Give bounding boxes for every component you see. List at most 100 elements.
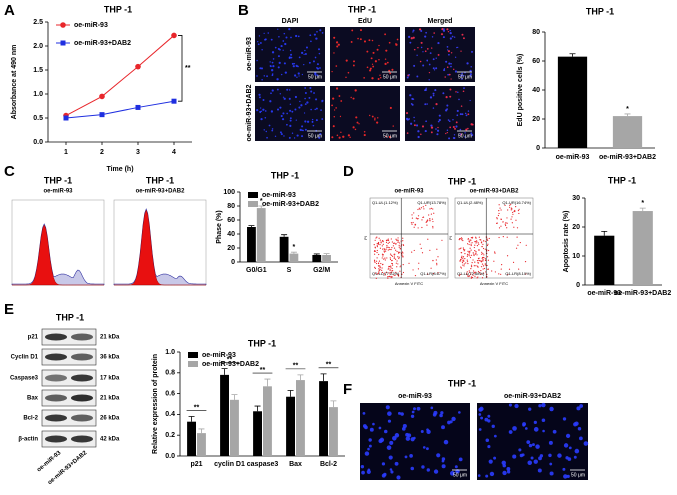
event <box>461 258 463 260</box>
cell <box>372 65 375 68</box>
cell <box>304 87 307 89</box>
cell <box>528 443 533 448</box>
scatter-group: oe-miR-93 <box>394 189 424 195</box>
blot-band <box>71 435 93 443</box>
event <box>436 262 438 264</box>
cell <box>533 459 538 464</box>
cell <box>412 407 416 411</box>
event <box>417 227 419 229</box>
significance-label: * <box>293 244 296 251</box>
event <box>483 254 485 256</box>
cell <box>383 429 388 434</box>
event <box>382 241 384 243</box>
event <box>402 255 404 257</box>
event <box>479 239 481 241</box>
cell <box>364 425 368 430</box>
cell <box>317 48 321 51</box>
cell <box>432 92 435 95</box>
event <box>373 244 375 246</box>
event <box>480 269 482 272</box>
panel-letter: D <box>343 163 354 180</box>
cell <box>286 112 288 115</box>
cell <box>455 125 458 128</box>
event <box>476 277 478 279</box>
cell <box>260 118 263 121</box>
event <box>463 260 465 262</box>
event <box>519 241 521 244</box>
cell <box>336 45 339 48</box>
error-bar <box>297 374 304 381</box>
cell <box>291 132 294 134</box>
quadrant-label: Q1-UL(2.48%) <box>457 200 483 205</box>
event <box>510 203 512 205</box>
cell <box>458 98 460 101</box>
event <box>507 209 509 211</box>
x-tick-label: Bcl-2 <box>320 461 337 468</box>
quadrant-label: Q1-LR(8.67%) <box>420 271 446 276</box>
y-tick-label: 2.5 <box>33 19 43 26</box>
cell <box>563 474 568 479</box>
cell <box>332 97 335 100</box>
cell <box>485 438 490 443</box>
marker <box>60 22 66 28</box>
event <box>460 247 462 249</box>
error-bar <box>198 428 205 434</box>
event <box>397 241 399 244</box>
event <box>475 236 477 238</box>
event <box>496 218 498 220</box>
event <box>375 262 378 265</box>
event <box>391 259 393 262</box>
y-tick-label: 80 <box>532 29 540 36</box>
event <box>480 266 483 268</box>
event <box>374 247 376 249</box>
cell <box>372 51 375 54</box>
cell <box>288 56 291 59</box>
event <box>482 247 485 250</box>
cell <box>404 455 408 459</box>
event <box>506 255 509 257</box>
cell <box>369 114 371 117</box>
cell <box>422 64 425 67</box>
event <box>391 264 394 266</box>
cell <box>293 74 297 77</box>
event <box>395 243 397 245</box>
cell <box>455 91 457 93</box>
event <box>387 277 389 279</box>
event <box>381 264 384 266</box>
cell <box>487 414 491 418</box>
bar <box>612 116 643 148</box>
cell <box>426 429 431 434</box>
event <box>518 268 520 270</box>
event <box>500 225 502 227</box>
cell <box>257 43 260 46</box>
micrograph <box>405 27 475 82</box>
column-label: oe-miR-93 <box>398 393 432 400</box>
event <box>420 207 423 209</box>
cell <box>331 104 333 107</box>
event <box>481 251 483 253</box>
event <box>413 249 415 252</box>
blot-band <box>45 394 67 402</box>
panel-letter: C <box>4 163 15 180</box>
cell <box>454 70 458 73</box>
cell <box>524 427 528 430</box>
event <box>477 262 480 264</box>
event <box>385 271 388 273</box>
event <box>462 257 464 259</box>
event <box>468 270 470 272</box>
cell <box>368 39 371 42</box>
scale-bar-label: 50 μm <box>453 472 467 478</box>
cell <box>256 59 258 62</box>
event <box>506 236 508 238</box>
cell <box>407 35 411 39</box>
event <box>387 249 389 251</box>
cell <box>310 108 312 111</box>
cell <box>397 411 401 415</box>
event <box>469 239 471 241</box>
event <box>515 206 517 208</box>
y-tick-label: 60 <box>227 217 235 224</box>
cell <box>259 110 262 113</box>
event <box>401 254 403 256</box>
cell <box>406 132 409 135</box>
event <box>391 269 393 272</box>
